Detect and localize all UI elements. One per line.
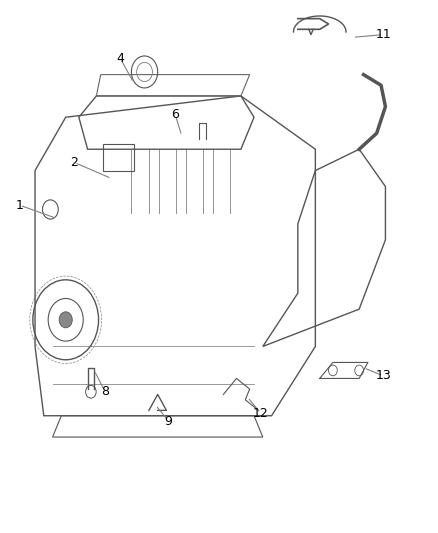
Text: 6: 6 <box>171 108 179 121</box>
Text: 1: 1 <box>16 199 24 212</box>
Text: 2: 2 <box>71 156 78 169</box>
Text: 9: 9 <box>165 415 173 427</box>
Text: 8: 8 <box>101 385 109 398</box>
Text: 12: 12 <box>253 407 268 419</box>
Text: 4: 4 <box>117 52 124 65</box>
Circle shape <box>59 312 72 328</box>
Text: 11: 11 <box>375 28 391 41</box>
Bar <box>103 144 134 171</box>
Text: 13: 13 <box>375 369 391 382</box>
